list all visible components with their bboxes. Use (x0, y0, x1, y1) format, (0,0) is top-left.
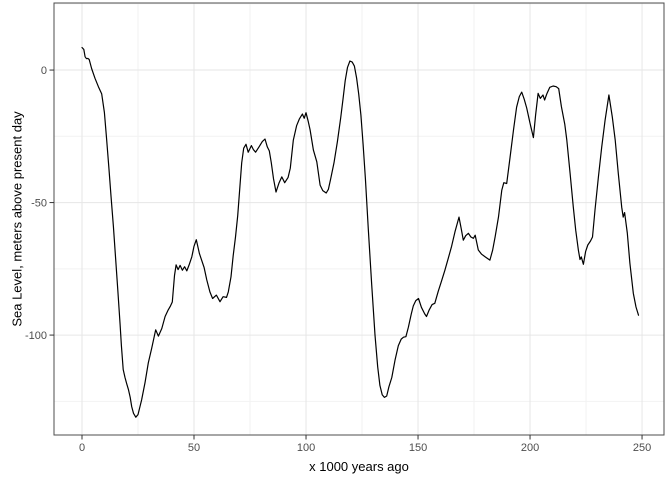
x-tick-label: 150 (409, 442, 427, 454)
y-tick-label: -50 (31, 198, 47, 210)
y-axis-title: Sea Level, meters above present day (9, 111, 25, 327)
y-tick-label: -100 (25, 330, 47, 342)
x-tick-label: 50 (188, 442, 200, 454)
x-tick-label: 250 (633, 442, 651, 454)
x-tick-label: 0 (79, 442, 85, 454)
x-tick-label: 200 (521, 442, 539, 454)
x-axis-title: x 1000 years ago (309, 459, 409, 474)
panel-border (53, 2, 665, 436)
sea-level-line (81, 46, 640, 418)
plot-panel (54, 3, 664, 435)
x-tick-label: 100 (297, 442, 315, 454)
y-tick-label: 0 (41, 65, 47, 77)
